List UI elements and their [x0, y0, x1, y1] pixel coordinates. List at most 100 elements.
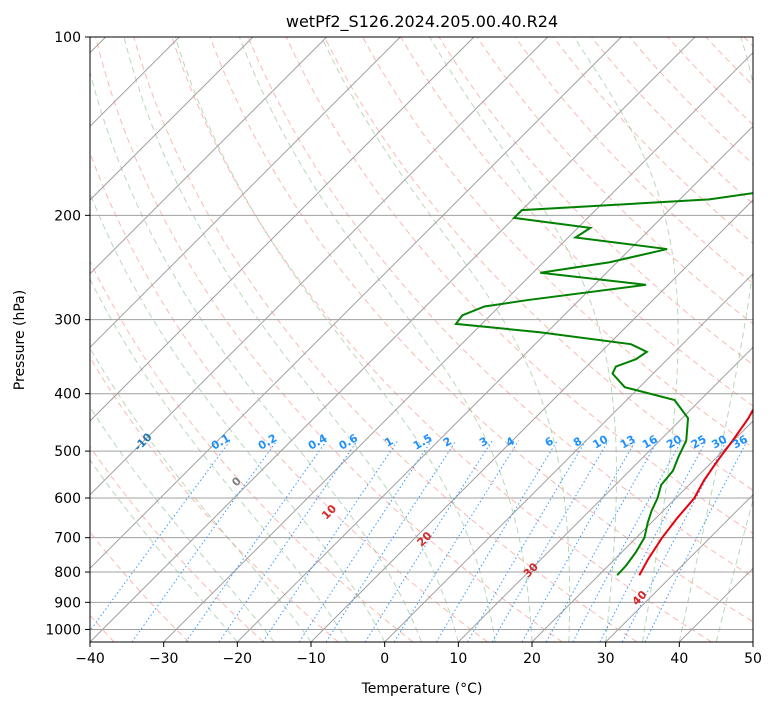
dry-adiabat-line — [552, 37, 753, 244]
dry-adiabat-line — [90, 445, 264, 642]
x-tick-label: 0 — [380, 651, 389, 667]
dry-adiabat-line — [514, 37, 753, 285]
isotherm-line — [90, 37, 549, 496]
dry-adiabat-line — [438, 37, 753, 366]
mixing-ratio-label: 1.5 — [411, 432, 434, 453]
mixing-ratio-label: 25 — [689, 433, 709, 452]
y-tick-label: 200 — [54, 208, 81, 224]
dry-adiabat-line — [90, 260, 414, 642]
isotherm-line — [752, 641, 753, 642]
isotherm-line — [457, 346, 753, 642]
isotherm-line — [90, 37, 475, 422]
mixing-ratio-label: 10 — [591, 432, 611, 451]
isotherm-line — [236, 125, 753, 642]
mixing-ratio-line — [393, 440, 520, 642]
moist-adiabat-line — [90, 406, 275, 642]
mixing-ratio-line — [491, 440, 609, 642]
y-tick-label: 900 — [54, 595, 81, 611]
x-tick-label: 30 — [597, 651, 615, 667]
isotherm-line — [163, 51, 753, 642]
y-tick-label: 800 — [54, 565, 81, 581]
dry-adiabat-label: 40 — [630, 588, 650, 608]
isotherm-line — [90, 37, 401, 349]
moist-adiabat-line — [238, 37, 533, 642]
dry-adiabat-line — [90, 531, 190, 642]
dry-adiabat-line — [95, 37, 563, 642]
isotherm-line — [310, 199, 753, 642]
mixing-ratio-label: 16 — [640, 432, 660, 451]
isotherm-line — [384, 272, 753, 642]
x-axis: −40 −30 −20 −10 0 10 20 30 40 50 — [75, 642, 762, 667]
mixing-ratio-label: 3 — [477, 435, 490, 450]
dry-adiabat-line — [90, 151, 488, 642]
y-tick-label: 500 — [54, 444, 81, 460]
dry-adiabat-line — [209, 37, 753, 623]
mixing-ratio-line — [325, 440, 457, 642]
y-axis: 100 200 300 400 500 600 700 800 900 1000 — [45, 30, 90, 638]
sounding-profiles — [454, 192, 753, 576]
isotherm-line — [678, 567, 753, 642]
isotherm-line — [90, 37, 328, 275]
mixing-ratio-line — [131, 440, 278, 642]
mixing-ratio-line — [467, 440, 587, 642]
dewpoint-profile — [454, 192, 753, 576]
mixing-ratio-label: 0.2 — [256, 432, 279, 453]
mixing-ratio-line — [572, 440, 683, 642]
y-tick-label: 1000 — [45, 622, 81, 638]
mixing-ratio-line — [521, 440, 637, 642]
isotherm-line — [90, 37, 254, 201]
mixing-ratio-line — [644, 440, 748, 642]
dry-adiabat-label: 10 — [319, 502, 339, 522]
x-tick-label: 20 — [523, 651, 541, 667]
dry-adiabat-line — [705, 37, 753, 87]
y-tick-label: 400 — [54, 387, 81, 403]
dry-adiabat-line — [591, 37, 753, 205]
moist-adiabat-line — [90, 459, 238, 642]
isotherm-line — [531, 420, 753, 642]
mixing-ratio-label: 0.1 — [209, 432, 232, 453]
mixing-ratio-label: 36 — [730, 432, 750, 451]
x-tick-label: −20 — [223, 651, 253, 667]
dry-adiabat-line — [324, 37, 753, 491]
plot-frame — [89, 36, 754, 643]
moist-adiabat-line — [174, 37, 496, 642]
isotherm-line — [90, 37, 622, 570]
moist-adiabat-line — [429, 37, 617, 642]
isotherm-line — [605, 493, 753, 642]
temperature-profile — [638, 407, 753, 576]
mixing-ratio-label: 0.4 — [306, 431, 330, 452]
mixing-ratio-label: 20 — [664, 432, 684, 451]
x-tick-label: 40 — [670, 651, 688, 667]
dry-adiabat-line — [171, 37, 712, 642]
dry-adiabat-line — [476, 37, 753, 325]
background-guide-lines — [90, 37, 753, 642]
mixing-ratio-line — [364, 440, 493, 642]
x-tick-label: −40 — [75, 651, 105, 667]
mixing-ratio-line — [262, 440, 399, 642]
y-tick-label: 700 — [54, 531, 81, 547]
x-tick-label: 50 — [744, 651, 762, 667]
x-tick-label: −10 — [296, 651, 326, 667]
moist-adiabat-line — [90, 192, 386, 642]
dry-adiabat-line — [667, 37, 753, 126]
dry-adiabat-line — [743, 37, 753, 47]
dry-adiabat-line — [133, 37, 638, 642]
dry-adiabat-label: 0 — [229, 474, 244, 489]
mixing-ratio-label: 13 — [618, 433, 638, 452]
mixing-ratio-line — [545, 440, 659, 642]
moist-adiabat-line — [123, 37, 459, 642]
mixing-ratio-label: 8 — [571, 435, 584, 450]
moist-adiabat-line — [321, 37, 571, 642]
x-axis-label: Temperature (°C) — [361, 681, 483, 697]
dry-adiabat-label: 30 — [521, 560, 541, 580]
mixing-ratio-line — [90, 440, 231, 632]
dry-adiabat-line — [285, 37, 753, 534]
moist-adiabat-line — [90, 347, 312, 642]
moist-adiabat-line — [573, 37, 679, 642]
dry-adiabat-line — [90, 356, 339, 642]
y-axis-label: Pressure (hPa) — [12, 290, 28, 390]
moist-adiabat-line — [90, 278, 349, 642]
guide-line-labels: 0.10.20.40.611.52346810131620253036-100-… — [131, 430, 750, 608]
y-tick-label: 100 — [54, 30, 81, 46]
